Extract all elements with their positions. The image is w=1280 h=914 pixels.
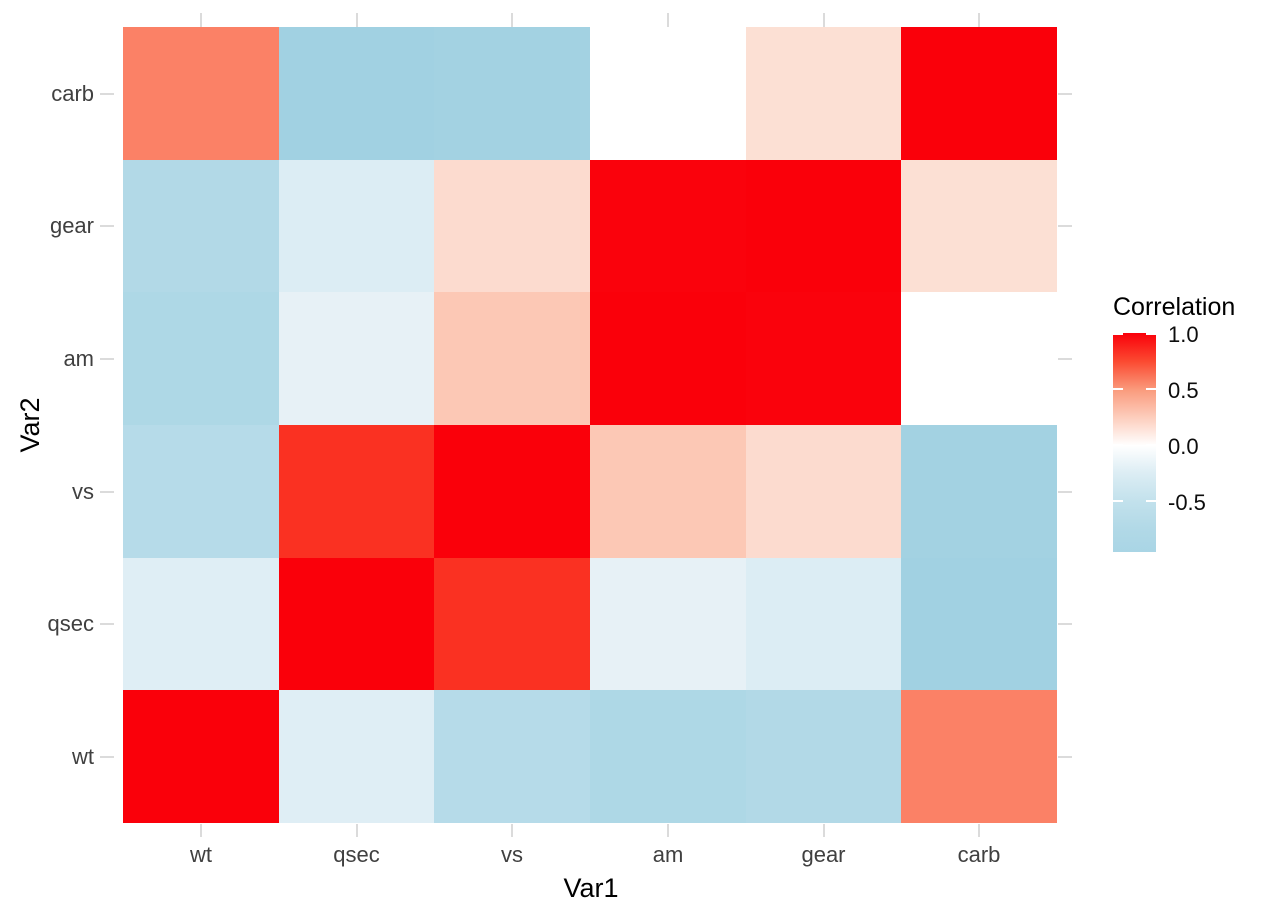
top-axis-tick [978,13,980,27]
y-axis-label: qsec [47,611,94,636]
heatmap-cell [123,27,279,160]
x-axis-label: gear [801,842,846,867]
x-axis-tick [978,824,980,837]
heatmap-cell [434,292,590,425]
right-axis-tick [1058,490,1072,493]
legend-colorbar [1113,333,1156,552]
heatmap-cell [746,558,901,690]
heatmap-cell [901,27,1057,160]
right-axis-tick [1058,357,1072,360]
x-axis-label: vs [501,842,523,867]
right-axis-tick [1058,755,1072,758]
legend-tick-mark [1146,500,1156,503]
legend-tick-mark [1113,444,1123,447]
x-axis-title: Var1 [563,873,619,903]
x-axis-tick [511,824,513,837]
heatmap-cell [746,292,901,425]
heatmap-cell [123,425,279,558]
heatmap-cell [279,292,434,425]
heatmap-cell [901,160,1057,292]
legend-title: Correlation [1113,293,1236,321]
y-axis-label: carb [51,80,94,106]
y-axis-tick [100,623,114,625]
legend-tick-mark [1146,333,1156,335]
heatmap-cell [279,27,434,160]
heatmap-cell [279,558,434,690]
heatmap-cell [746,690,901,823]
x-axis-tick [200,824,202,837]
y-axis-label: gear [49,213,94,238]
heatmap-cell [746,425,901,558]
legend-tick-label: 1.0 [1168,322,1199,347]
heatmap-panel [123,27,1057,823]
legend-tick-mark [1113,500,1123,503]
x-axis-label: wt [190,842,212,867]
legend-tick-mark [1113,333,1123,335]
y-axis-tick [100,755,114,758]
legend-tick-label: -0.5 [1168,490,1206,516]
y-axis-label: am [63,345,94,371]
top-axis-tick [511,13,513,27]
x-axis-tick [355,824,358,837]
legend-tick-mark [1146,388,1156,391]
heatmap-cell [434,160,590,292]
y-axis-title: Var2 [15,397,45,453]
x-axis-tick [822,824,825,837]
legend: Correlation 1.0 0.5 0.0 -0.5 [1108,293,1280,563]
y-axis-tick [100,92,114,95]
heatmap-cell [434,690,590,823]
heatmap-cell [279,690,434,823]
heatmap-cell [123,160,279,292]
heatmap-cell [590,292,746,425]
heatmap-cell [746,160,901,292]
right-axis-tick [1058,225,1072,227]
y-axis-tick [100,490,114,493]
legend-tick-mark [1113,388,1123,391]
heatmap-cell [901,690,1057,823]
heatmap-cell [590,425,746,558]
top-axis-tick [667,13,669,27]
right-axis-tick [1058,623,1072,625]
heatmap-cell [590,160,746,292]
heatmap-cell [590,558,746,690]
right-axis-tick [1058,92,1072,95]
x-axis-label: am [652,842,684,867]
legend-tick-label: 0.0 [1168,434,1199,460]
x-axis-tick [667,824,669,837]
heatmap-cell [123,558,279,690]
x-axis-label: carb [957,842,1001,867]
heatmap-cell [123,292,279,425]
heatmap-cell [123,690,279,823]
heatmap-cell [279,425,434,558]
top-axis-tick [355,13,358,27]
heatmap-cell [901,425,1057,558]
y-axis-label: wt [72,743,94,769]
y-axis-label: vs [72,478,94,504]
legend-tick-mark [1146,444,1156,447]
heatmap-cell [746,27,901,160]
heatmap-cell [901,292,1057,425]
legend-tick-label: 0.5 [1168,378,1199,404]
heatmap-cell [434,558,590,690]
heatmap-cell [434,27,590,160]
x-axis-label: qsec [333,842,380,867]
top-axis-tick [200,13,202,27]
heatmap-cell [434,425,590,558]
top-axis-tick [822,13,825,27]
heatmap-cell [590,27,746,160]
heatmap-cell [590,690,746,823]
heatmap-cell [901,558,1057,690]
heatmap-cell [279,160,434,292]
y-axis-tick [100,225,114,227]
y-axis-tick [100,357,114,360]
